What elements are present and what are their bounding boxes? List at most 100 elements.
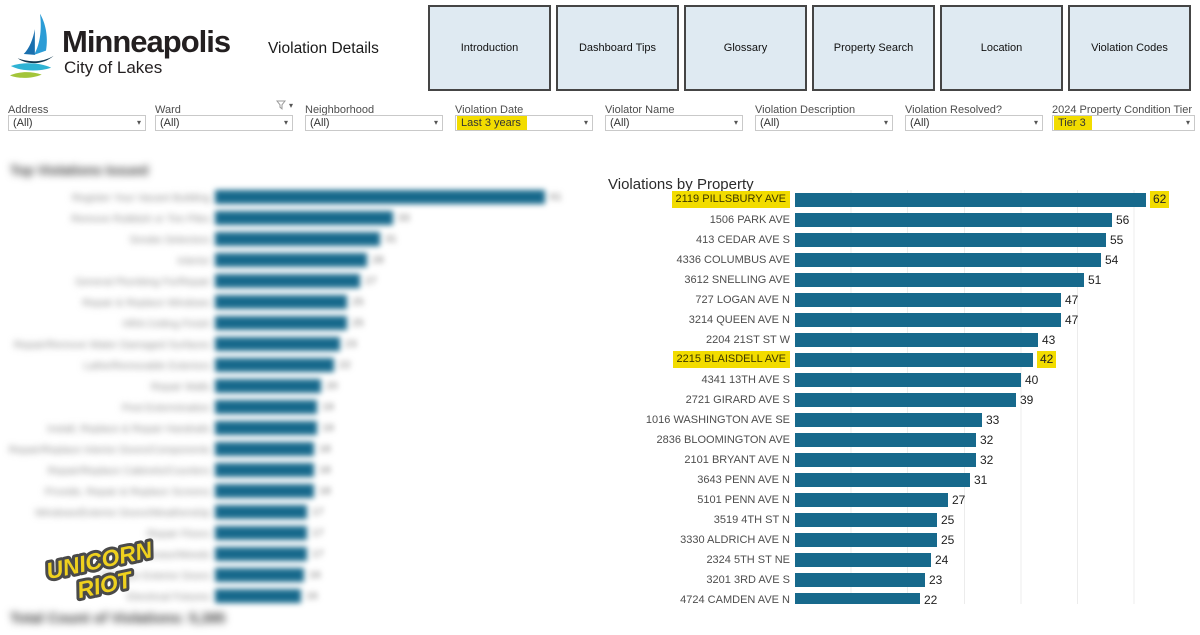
bar[interactable] — [795, 353, 1033, 367]
bar-label[interactable]: 4341 13TH AVE S — [701, 374, 790, 386]
left-bar-label: Repair/Replace Cabinets/Counters — [47, 464, 210, 477]
filter-dropdown[interactable]: (All) ▾ — [305, 115, 443, 131]
bar-value: 55 — [1110, 233, 1124, 247]
bar[interactable] — [215, 484, 314, 498]
nav-button-label: Location — [980, 42, 1023, 54]
bar[interactable] — [795, 253, 1101, 267]
bar-value: 17 — [312, 548, 324, 560]
bar[interactable] — [795, 273, 1084, 287]
bar[interactable] — [795, 593, 920, 604]
bar[interactable] — [215, 358, 334, 372]
bar[interactable] — [215, 421, 317, 435]
bar-label[interactable]: 727 LOGAN AVE N — [695, 294, 790, 306]
bar-label[interactable]: 3214 QUEEN AVE N — [688, 314, 790, 326]
sailboat-icon — [10, 13, 54, 78]
right-bar-row: 727 LOGAN AVE N 47 — [600, 290, 1200, 310]
bar[interactable] — [795, 313, 1061, 327]
bar[interactable] — [795, 373, 1021, 387]
bar-label[interactable]: 2836 BLOOMINGTON AVE — [656, 434, 790, 446]
bar[interactable] — [215, 400, 317, 414]
bar[interactable] — [795, 393, 1016, 407]
nav-button-dashboard-tips[interactable]: Dashboard Tips — [556, 5, 679, 91]
bar[interactable] — [215, 190, 545, 204]
bar[interactable] — [795, 433, 976, 447]
bar[interactable] — [215, 442, 314, 456]
bar[interactable] — [795, 333, 1038, 347]
bar[interactable] — [215, 253, 367, 267]
filter-dropdown[interactable]: (All) ▾ — [8, 115, 146, 131]
bar[interactable] — [795, 453, 976, 467]
bar-label[interactable]: 4724 CAMDEN AVE N — [680, 594, 790, 604]
bar[interactable] — [215, 463, 314, 477]
bar[interactable] — [795, 553, 931, 567]
header: Minneapolis City of Lakes Violation Deta… — [0, 0, 1200, 96]
bar-value: 17 — [312, 506, 324, 518]
bar[interactable] — [215, 337, 340, 351]
bar[interactable] — [215, 568, 304, 582]
bar-label[interactable]: 3519 4TH ST N — [713, 514, 790, 526]
bar-label[interactable]: 413 CEDAR AVE S — [696, 234, 790, 246]
bar-value: 62 — [1150, 191, 1170, 208]
nav-button-introduction[interactable]: Introduction — [428, 5, 551, 91]
filter-dropdown[interactable]: (All) ▾ — [905, 115, 1043, 131]
bar[interactable] — [215, 526, 307, 540]
left-bar-row: 20 — [215, 376, 645, 397]
bar[interactable] — [795, 213, 1112, 227]
left-bar-row: 25 — [215, 292, 645, 313]
filter-funnel-icon[interactable] — [275, 100, 286, 110]
left-bar-label: HRA Ceiling Finish — [122, 317, 210, 330]
nav-button-violation-codes[interactable]: Violation Codes — [1068, 5, 1191, 91]
bar[interactable] — [215, 232, 380, 246]
bar-label[interactable]: 5101 PENN AVE N — [697, 494, 790, 506]
bar[interactable] — [215, 211, 393, 225]
bar[interactable] — [215, 316, 347, 330]
filter-dropdown[interactable]: (All) ▾ — [755, 115, 893, 131]
filter-dropdown[interactable]: Last 3 years ▾ — [455, 115, 593, 131]
bar-label[interactable]: 1506 PARK AVE — [709, 214, 790, 226]
right-bar-row: 413 CEDAR AVE S 55 — [600, 230, 1200, 250]
chevron-down-icon: ▾ — [433, 118, 438, 127]
bar-label[interactable]: 2215 BLAISDELL AVE — [600, 350, 790, 368]
bar-value: 31 — [974, 473, 988, 487]
chevron-down-icon[interactable]: ▾ — [288, 100, 293, 110]
bar[interactable] — [795, 413, 982, 427]
right-bar-row: 3643 PENN AVE N 31 — [600, 470, 1200, 490]
bar[interactable] — [215, 589, 301, 603]
bar[interactable] — [215, 274, 360, 288]
bar[interactable] — [215, 295, 347, 309]
bar-label[interactable]: 3612 SNELLING AVE — [684, 274, 790, 286]
bar[interactable] — [215, 379, 321, 393]
bar[interactable] — [795, 573, 925, 587]
bar[interactable] — [795, 513, 937, 527]
nav-button-property-search[interactable]: Property Search — [812, 5, 935, 91]
bar-label[interactable]: 2204 21ST ST W — [706, 334, 790, 346]
bar-label[interactable]: 2324 5TH ST NE — [706, 554, 790, 566]
bar-label[interactable]: 1016 WASHINGTON AVE SE — [645, 414, 790, 426]
bar[interactable] — [795, 473, 970, 487]
left-bar-row: 16 — [215, 565, 645, 586]
bar[interactable] — [795, 533, 937, 547]
filter-dropdown[interactable]: Tier 3 ▾ — [1052, 115, 1195, 131]
bar[interactable] — [215, 547, 307, 561]
bar-label[interactable]: 3330 ALDRICH AVE N — [680, 534, 790, 546]
bar[interactable] — [795, 493, 948, 507]
bar[interactable] — [795, 233, 1106, 247]
nav-button-label: Violation Codes — [1091, 42, 1168, 54]
left-bar-label: Electrical Fixtures — [127, 590, 210, 603]
bar-label[interactable]: 4336 COLUMBUS AVE — [676, 254, 790, 266]
bar[interactable] — [215, 505, 307, 519]
nav-button-location[interactable]: Location — [940, 5, 1063, 91]
bar-label[interactable]: 2721 GIRARD AVE S — [685, 394, 790, 406]
bar-label[interactable]: 3201 3RD AVE S — [706, 574, 790, 586]
bar-label[interactable]: 2119 PILLSBURY AVE — [600, 190, 790, 208]
filter-value: Tier 3 — [1054, 116, 1092, 130]
bar[interactable] — [795, 293, 1061, 307]
bar-label[interactable]: 3643 PENN AVE N — [697, 474, 790, 486]
filter-dropdown[interactable]: (All) ▾ — [155, 115, 293, 131]
filter-label: Violator Name — [605, 104, 675, 116]
bar-value: 16 — [306, 590, 318, 602]
bar-label[interactable]: 2101 BRYANT AVE N — [684, 454, 790, 466]
nav-button-glossary[interactable]: Glossary — [684, 5, 807, 91]
bar[interactable] — [795, 193, 1146, 207]
filter-dropdown[interactable]: (All) ▾ — [605, 115, 743, 131]
